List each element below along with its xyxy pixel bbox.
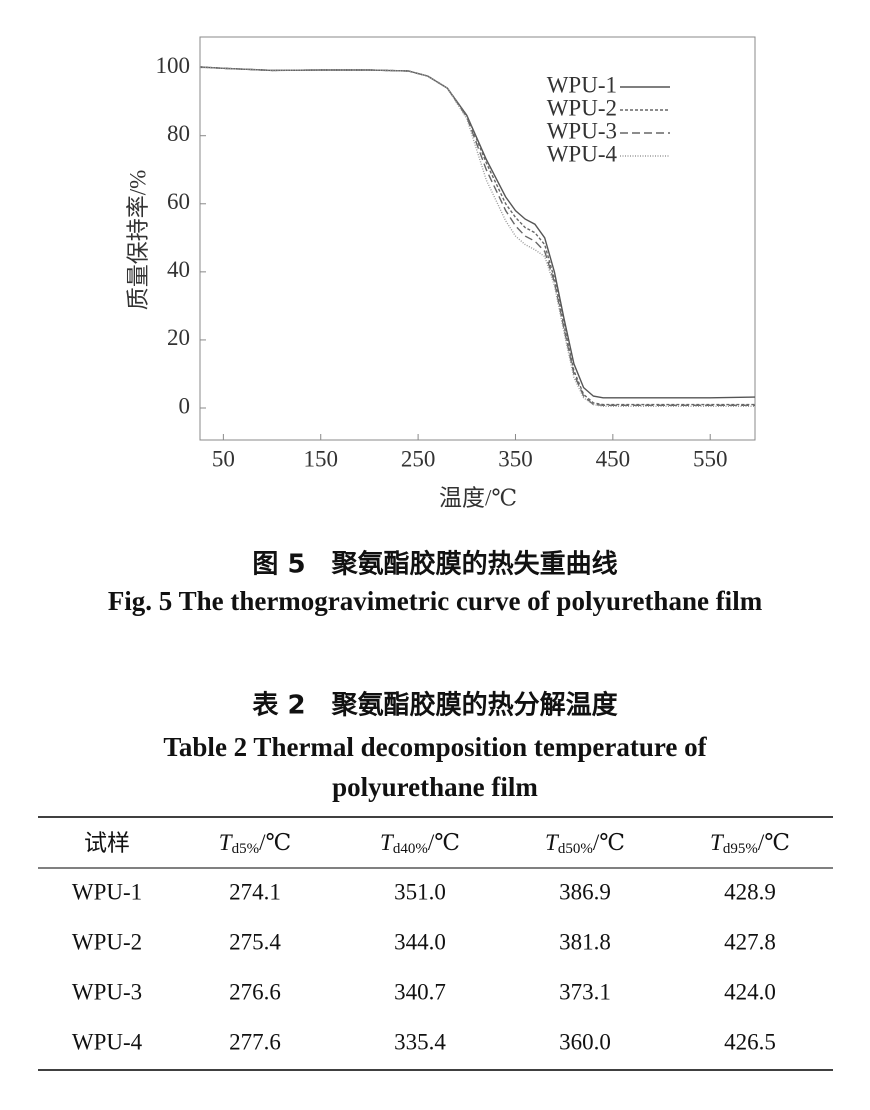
header-unit: /℃ — [758, 830, 790, 855]
x-tick-label: 250 — [401, 446, 436, 471]
table-cell: WPU-1 — [72, 879, 142, 904]
table-cell: 274.1 — [229, 879, 281, 904]
table-cell: 344.0 — [394, 929, 446, 954]
table-cell: 277.6 — [229, 1029, 281, 1054]
table-cell: 275.4 — [229, 929, 281, 954]
header-subscript: d5% — [232, 841, 260, 857]
y-tick-label: 60 — [167, 189, 190, 214]
table-cell: 360.0 — [559, 1029, 611, 1054]
table-header: Td50%/℃ — [545, 830, 625, 857]
header-symbol: T — [219, 830, 234, 855]
table-cell: 340.7 — [394, 979, 446, 1004]
header-subscript: d50% — [558, 841, 593, 857]
table-caption-cn: 表 2 聚氨酯胶膜的热分解温度 — [252, 690, 617, 721]
table-cell: 373.1 — [559, 979, 611, 1004]
header-unit: /℃ — [428, 830, 460, 855]
table-cell: 381.8 — [559, 929, 611, 954]
x-tick-label: 50 — [212, 446, 235, 471]
x-tick-label: 550 — [693, 446, 728, 471]
y-tick-label: 40 — [167, 257, 190, 282]
series-line — [199, 66, 755, 406]
header-symbol: T — [545, 830, 560, 855]
y-tick-label: 20 — [167, 325, 190, 350]
table-cell: WPU-3 — [72, 979, 142, 1004]
table-cell: 386.9 — [559, 879, 611, 904]
legend-label: WPU-1 — [547, 72, 617, 97]
series-line — [199, 66, 755, 407]
header-subscript: d95% — [723, 841, 758, 857]
table-cell: 351.0 — [394, 879, 446, 904]
table-header: 试样 — [84, 830, 130, 855]
x-tick-label: 450 — [596, 446, 631, 471]
table-cell: 276.6 — [229, 979, 281, 1004]
header-unit: /℃ — [259, 830, 291, 855]
table-caption-en: Table 2 Thermal decomposition temperatur… — [163, 732, 707, 762]
y-tick-label: 100 — [156, 53, 191, 78]
y-tick-label: 0 — [179, 393, 191, 418]
figure-caption-cn: 图 5 聚氨酯胶膜的热失重曲线 — [252, 549, 617, 580]
legend-label: WPU-4 — [547, 141, 618, 166]
series-line — [199, 66, 756, 399]
header-unit: /℃ — [593, 830, 625, 855]
table-header: Td40%/℃ — [380, 830, 460, 857]
header-symbol: T — [710, 830, 725, 855]
header-symbol: T — [380, 830, 395, 855]
table-caption-en: polyurethane film — [332, 772, 538, 802]
table-cell: WPU-2 — [72, 929, 142, 954]
figure-caption-en: Fig. 5 The thermogravimetric curve of po… — [108, 586, 763, 616]
legend-label: WPU-3 — [547, 118, 617, 143]
table-cell: 335.4 — [394, 1029, 446, 1054]
table-cell: WPU-4 — [72, 1029, 143, 1054]
header-subscript: d40% — [393, 841, 428, 857]
table-cell: 424.0 — [724, 979, 776, 1004]
series-line — [199, 66, 755, 406]
table-cell: 427.8 — [724, 929, 776, 954]
table-header: Td95%/℃ — [710, 830, 790, 857]
y-axis-label: 质量保持率/% — [125, 170, 150, 311]
table-header: Td5%/℃ — [219, 830, 291, 857]
table-cell: 428.9 — [724, 879, 776, 904]
x-axis-label: 温度/℃ — [439, 485, 517, 510]
table-cell: 426.5 — [724, 1029, 776, 1054]
legend-label: WPU-2 — [547, 95, 617, 120]
x-tick-label: 150 — [303, 446, 338, 471]
plot-frame — [199, 36, 756, 441]
y-tick-label: 80 — [167, 121, 190, 146]
x-tick-label: 350 — [498, 446, 533, 471]
